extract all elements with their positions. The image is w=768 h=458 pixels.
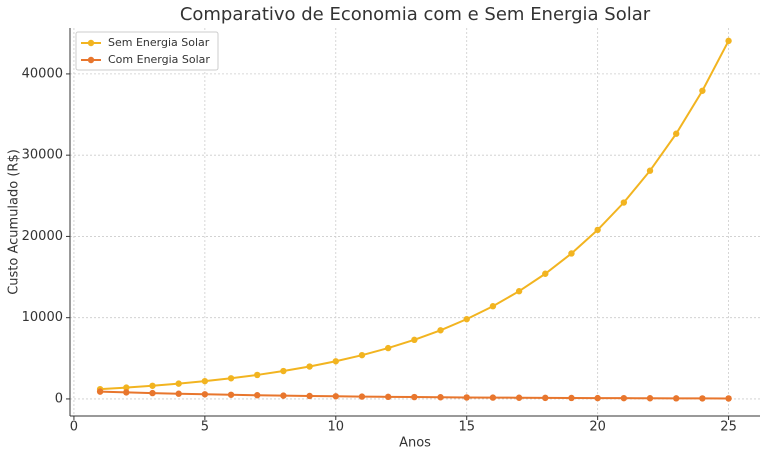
point (254, 392, 261, 399)
point (175, 390, 182, 397)
point (201, 377, 209, 385)
y-tick-label: 20000 (22, 229, 63, 244)
point (411, 336, 418, 344)
legend-marker (87, 56, 95, 64)
point (620, 394, 628, 402)
point (254, 371, 261, 379)
x-tick-label: 25 (720, 420, 737, 435)
point (306, 392, 313, 400)
legend-label: Com Energia Solar (108, 53, 210, 66)
legend-box (75, 31, 219, 71)
chart-title: Comparativo de Economia com e Sem Energi… (180, 4, 651, 25)
legend-label: Sem Energia Solar (108, 36, 210, 49)
point (332, 358, 339, 365)
point (280, 392, 287, 399)
point (437, 394, 444, 401)
point (96, 388, 104, 395)
point (149, 382, 156, 389)
point (227, 391, 235, 398)
y-tick-label: 30000 (22, 148, 63, 163)
point (646, 167, 654, 174)
point (280, 367, 287, 375)
point (463, 315, 470, 323)
point (384, 344, 392, 352)
point (123, 384, 130, 391)
point (594, 394, 601, 402)
point (175, 380, 182, 387)
x-axis-label: Anos (399, 436, 431, 451)
point (332, 393, 339, 400)
point (358, 393, 366, 400)
y-tick-label: 0 (55, 391, 63, 406)
point (463, 394, 470, 401)
x-tick-label: 10 (328, 420, 345, 435)
point (489, 394, 497, 401)
point (358, 351, 366, 359)
point (699, 87, 706, 94)
y-tick-label: 40000 (22, 66, 63, 81)
point (227, 375, 235, 382)
point (594, 226, 601, 234)
point (568, 250, 575, 257)
point (149, 389, 156, 397)
x-tick-label: 0 (70, 420, 78, 435)
point (699, 395, 706, 402)
point (673, 395, 680, 402)
point (568, 394, 575, 402)
point (489, 303, 497, 310)
point (201, 391, 209, 398)
point (306, 363, 313, 370)
point (725, 37, 732, 45)
x-tick-label: 20 (589, 420, 606, 435)
x-tick-label: 15 (458, 420, 475, 435)
point (620, 199, 628, 206)
legend-marker (87, 39, 95, 47)
point (123, 389, 130, 396)
point (673, 130, 680, 137)
point (384, 393, 392, 401)
point (515, 288, 523, 295)
point (542, 270, 549, 277)
x-tick-label: 5 (201, 420, 209, 435)
point (646, 395, 654, 402)
point (411, 393, 418, 401)
point (725, 395, 732, 402)
point (515, 394, 523, 401)
point (437, 327, 444, 334)
y-tick-label: 10000 (22, 310, 63, 325)
point (542, 394, 549, 402)
y-axis-label: Custo Acumulado (R$) (7, 149, 22, 295)
